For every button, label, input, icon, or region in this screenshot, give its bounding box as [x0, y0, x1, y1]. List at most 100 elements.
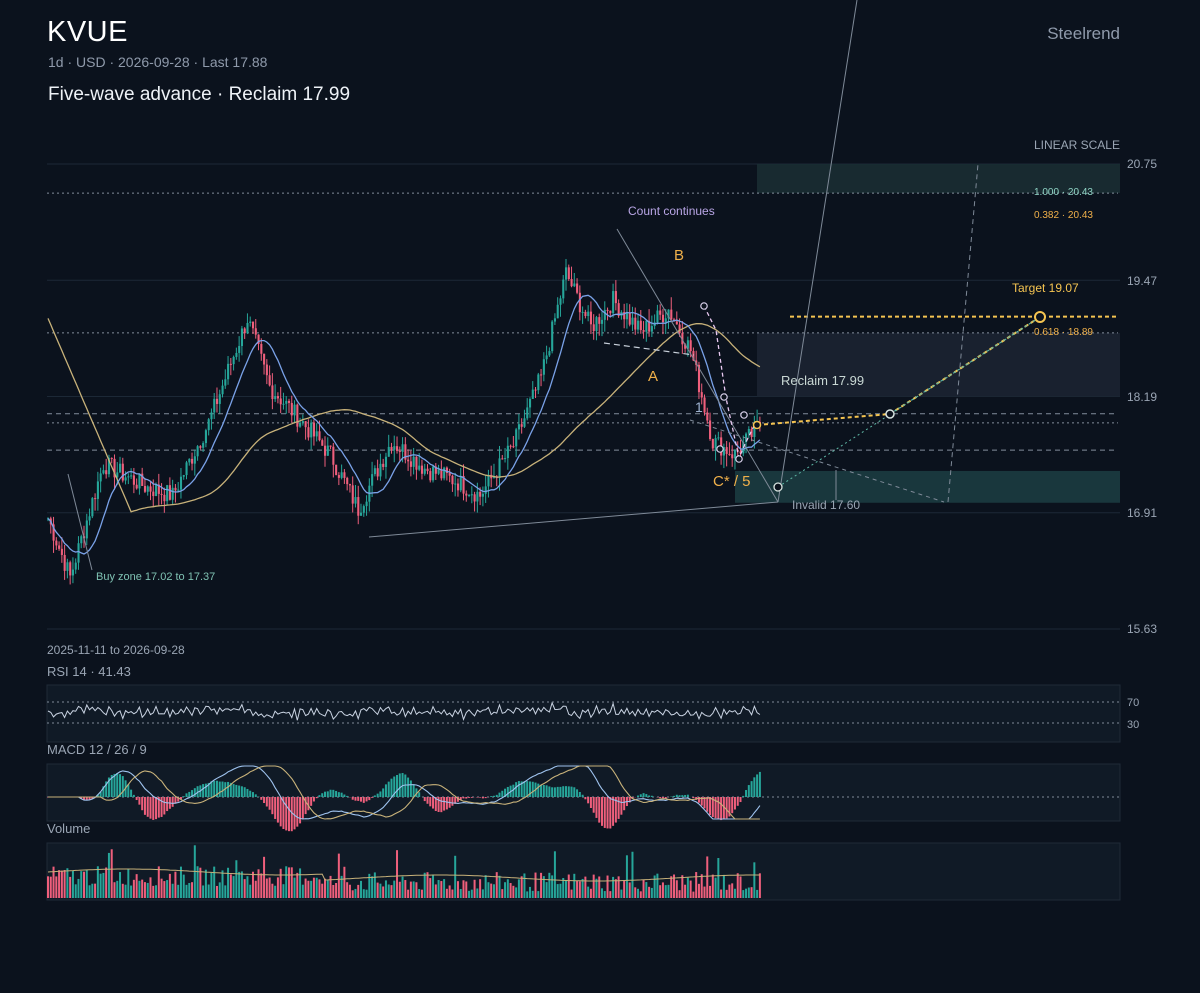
- volume-bar: [673, 874, 676, 898]
- volume-bar: [310, 880, 313, 898]
- wave-c5-label: C* / 5: [713, 473, 751, 490]
- wave-1-label: 1: [695, 399, 703, 415]
- candle-body: [257, 334, 260, 344]
- candle-body: [711, 439, 714, 449]
- candle-body: [332, 446, 335, 465]
- volume-bar: [207, 884, 210, 898]
- candle-body: [476, 491, 479, 502]
- volume-bar: [113, 882, 116, 898]
- macd-histogram-bar: [324, 791, 326, 797]
- rsi-panel: [46, 684, 1121, 743]
- macd-histogram-bar: [490, 796, 493, 797]
- macd-histogram-bar: [80, 797, 83, 799]
- candle-body: [401, 444, 404, 452]
- volume-bar: [301, 884, 304, 898]
- volume-bar: [556, 884, 559, 898]
- candle-body: [94, 498, 97, 500]
- macd-histogram-bar: [720, 797, 723, 821]
- candle-body: [523, 418, 526, 427]
- volume-bar: [177, 884, 180, 898]
- macd-histogram-bar: [149, 797, 152, 819]
- volume-bar: [648, 886, 651, 898]
- macd-histogram-bar: [673, 795, 676, 797]
- volume-bar: [454, 855, 457, 898]
- candle-body: [492, 476, 496, 479]
- candle-body: [204, 430, 207, 444]
- volume-bar: [504, 882, 507, 898]
- macd-histogram-bar: [728, 797, 731, 817]
- candle-body: [360, 512, 363, 516]
- candle-body: [143, 485, 147, 492]
- volume-bar: [440, 881, 443, 898]
- macd-histogram-bar: [639, 794, 642, 797]
- volume-bar: [709, 885, 712, 898]
- macd-histogram-bar: [664, 797, 667, 799]
- candle-body: [160, 493, 163, 495]
- volume-bar: [315, 877, 318, 898]
- macd-histogram-bar: [587, 797, 590, 804]
- rsi-path: [47, 701, 761, 721]
- candle-body: [418, 465, 421, 470]
- volume-bar: [202, 885, 205, 898]
- y-tick-label: 20.75: [1127, 157, 1157, 171]
- candle-body: [66, 562, 69, 571]
- volume-bar: [445, 888, 448, 898]
- volume-bar: [733, 888, 736, 898]
- candle-body: [731, 454, 734, 459]
- candle-body: [102, 470, 105, 474]
- macd-histogram-bar: [681, 795, 684, 797]
- macd-histogram-bar: [221, 781, 224, 797]
- volume-bar: [371, 876, 374, 898]
- volume-bar: [634, 887, 637, 898]
- candle-body: [470, 494, 473, 496]
- volume-bar: [69, 876, 72, 898]
- volume-bar: [562, 878, 565, 898]
- volume-bar: [398, 881, 401, 898]
- candle-body: [697, 364, 701, 393]
- candles[interactable]: [47, 258, 761, 585]
- candle-body: [387, 446, 390, 457]
- candle-body: [601, 319, 604, 324]
- volume-bar: [731, 883, 734, 898]
- macd-histogram-bar: [326, 791, 329, 797]
- volume-bar: [429, 878, 432, 898]
- rsi-label: RSI 14 · 41.43: [47, 664, 131, 679]
- macd-histogram-bar: [697, 797, 700, 803]
- macd-histogram-bar: [581, 794, 584, 797]
- volume-bar: [80, 871, 83, 898]
- volume-bar: [725, 889, 728, 898]
- macd-histogram-bar: [210, 781, 213, 797]
- candle-body: [664, 318, 667, 323]
- candle-body: [703, 397, 706, 413]
- candle-body: [213, 398, 216, 413]
- macd-histogram-bar: [620, 797, 623, 815]
- y-tick-label: 18.19: [1127, 390, 1157, 404]
- macd-histogram-bar: [742, 795, 745, 797]
- wave-node: [740, 411, 748, 419]
- volume-bar: [332, 884, 335, 898]
- wave-node: [716, 445, 724, 453]
- candle-body: [287, 400, 291, 403]
- macd-histogram-bar: [598, 797, 601, 823]
- volume-bar: [199, 867, 202, 898]
- candle-body: [684, 344, 687, 349]
- macd-histogram-bar: [548, 786, 551, 797]
- volume-bar: [598, 876, 601, 898]
- candle-body: [163, 494, 166, 502]
- volume-bar: [274, 885, 277, 898]
- macd-histogram-bar: [102, 786, 105, 797]
- volume-bar: [376, 882, 379, 898]
- macd-label: MACD 12 / 26 / 9: [47, 742, 147, 757]
- volume-bar: [437, 880, 440, 898]
- zone-layer: [735, 164, 1120, 503]
- volume-bar: [540, 872, 543, 898]
- volume-bar: [182, 874, 185, 898]
- volume-bar: [675, 880, 678, 898]
- candle-body: [168, 485, 171, 500]
- macd-histogram-bar: [204, 783, 207, 797]
- volume-bar: [373, 872, 376, 898]
- macd-histogram-bar: [254, 794, 257, 797]
- projection-node: [885, 409, 895, 419]
- candle-body: [351, 485, 354, 504]
